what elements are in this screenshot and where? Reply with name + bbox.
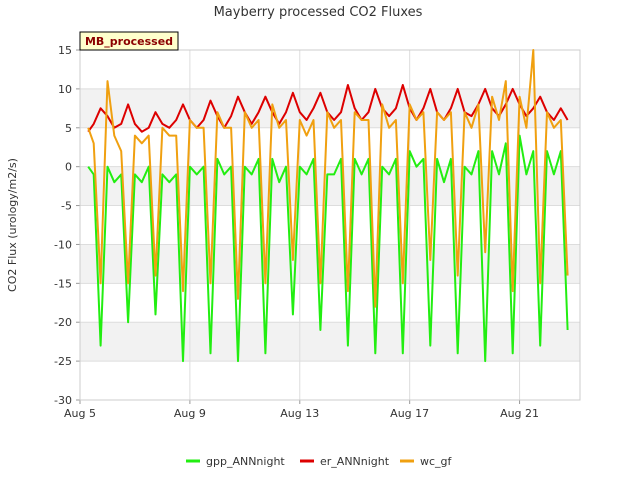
plot-band [80, 166, 580, 206]
series-line-gpp_ANNnight [87, 134, 569, 363]
series-lines [87, 49, 569, 363]
plot-bands [80, 88, 580, 362]
y-tick-label: -30 [54, 394, 72, 407]
chart-badge-label: MB_processed [85, 35, 173, 48]
y-tick-label: 15 [58, 44, 72, 57]
x-axis-ticks: Aug 5 Aug 9 Aug 13 Aug 17 Aug 21 [64, 400, 539, 420]
legend-label: er_ANNnight [320, 455, 390, 468]
y-axis-label: CO2 Flux (urology/m2/s) [6, 158, 19, 292]
x-tick-label: Aug 9 [174, 407, 206, 420]
plot-band [80, 244, 580, 284]
y-axis-ticks: 15 10 5 0 -5 -10 -15 -20 -25 -30 [54, 44, 80, 407]
plot-band [80, 88, 580, 128]
y-tick-label: -10 [54, 238, 72, 251]
x-tick-label: Aug 21 [500, 407, 539, 420]
x-tick-label: Aug 5 [64, 407, 96, 420]
y-tick-label: 5 [65, 122, 72, 135]
y-tick-label: -5 [61, 200, 72, 213]
x-tick-label: Aug 13 [280, 407, 319, 420]
y-tick-label: -15 [54, 277, 72, 290]
legend: gpp_ANNnight er_ANNnight wc_gf [186, 455, 453, 468]
chart-title: Mayberry processed CO2 Fluxes [214, 5, 423, 20]
legend-label: gpp_ANNnight [206, 455, 285, 468]
plot-frame [79, 49, 581, 401]
legend-label: wc_gf [420, 455, 453, 468]
series-line-wc_gf [87, 49, 569, 308]
plot-band [80, 322, 580, 362]
x-tick-label: Aug 17 [390, 407, 429, 420]
y-tick-label: 10 [58, 83, 72, 96]
y-tick-label: 0 [65, 161, 72, 174]
chart-badge: MB_processed [79, 31, 179, 51]
y-tick-label: -20 [54, 316, 72, 329]
y-tick-label: -25 [54, 355, 72, 368]
